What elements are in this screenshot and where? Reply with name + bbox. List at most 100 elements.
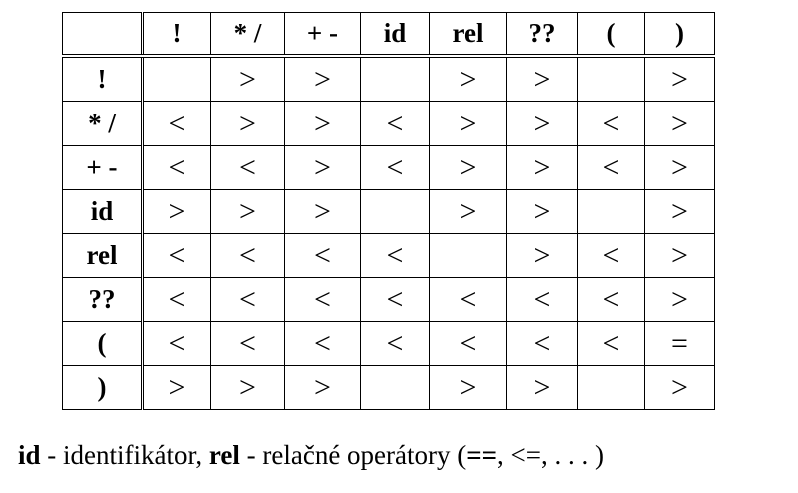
column-header: ! [142,12,211,58]
precedence-cell: < [284,233,361,278]
precedence-cell: > [210,189,285,234]
table-row: ?? < < < < < < < > [62,277,715,322]
table-row: rel < < < < > < > [62,233,715,278]
precedence-cell: < [360,145,430,190]
row-header: rel [62,233,144,278]
precedence-cell [142,55,211,102]
precedence-cell: < [577,277,645,322]
precedence-cell: > [284,189,361,234]
precedence-cell [360,55,430,102]
precedence-cell: < [210,145,285,190]
table-row: ! > > > > > [62,55,715,102]
precedence-cell: < [210,233,285,278]
row-header: * / [62,101,144,146]
precedence-cell: < [360,233,430,278]
precedence-cell: < [284,321,361,366]
row-header: ) [62,365,144,410]
table-row: (< < < < < < < = [62,321,715,366]
precedence-cell [577,55,645,102]
table-body: ! > > > > > * / < > > < > > < > + - < < > < > > < > id > > > > > > rel <… [62,55,715,410]
precedence-cell: > [506,55,578,102]
precedence-cell: > [644,277,715,322]
precedence-cell: < [506,277,578,322]
precedence-cell: > [142,365,211,410]
precedence-table-container: ! * / + - id rel ?? ( ) ! > > > > > * / < > > < > > <… [62,12,715,410]
caption-term-rel: rel [208,440,240,470]
precedence-cell: > [210,365,285,410]
caption-operator-less-equal: <= [510,440,542,470]
precedence-cell: < [142,145,211,190]
precedence-cell: < [577,101,645,146]
precedence-cell: < [506,321,578,366]
precedence-cell: < [142,321,211,366]
column-header: ) [644,12,715,58]
caption-term-id: id [18,440,41,470]
precedence-cell: > [210,55,285,102]
table-row: * / < > > < > > < > [62,101,715,146]
precedence-cell: < [210,321,285,366]
precedence-cell: > [644,365,715,410]
caption-operator-equal: == [466,440,498,470]
precedence-cell: > [506,189,578,234]
precedence-cell: > [429,145,507,190]
precedence-cell: > [284,365,361,410]
precedence-cell: > [429,189,507,234]
precedence-cell: > [644,145,715,190]
column-header: + - [284,12,361,58]
column-header: ( [577,12,645,58]
column-header: ?? [506,12,578,58]
precedence-cell: > [644,233,715,278]
precedence-cell: > [644,101,715,146]
column-header: rel [429,12,507,58]
precedence-cell: < [429,277,507,322]
precedence-cell: < [577,145,645,190]
precedence-cell: > [644,55,715,102]
precedence-cell: = [644,321,715,366]
precedence-cell: > [284,145,361,190]
precedence-cell: > [644,189,715,234]
precedence-cell: > [429,101,507,146]
precedence-cell: < [360,101,430,146]
table-row: ) > > > > > > [62,365,715,410]
row-header: ( [62,321,144,366]
precedence-cell: < [284,277,361,322]
table-caption: id - identifikátor, rel - relačné operát… [18,440,788,471]
precedence-cell: > [506,233,578,278]
precedence-cell [429,233,507,278]
precedence-cell: < [360,277,430,322]
precedence-cell: > [142,189,211,234]
precedence-cell: > [506,101,578,146]
precedence-cell: > [429,365,507,410]
precedence-cell [360,365,430,410]
row-header: id [62,189,144,234]
precedence-cell: > [506,365,578,410]
precedence-table: ! * / + - id rel ?? ( ) ! > > > > > * / < > > < > > <… [62,12,715,410]
row-header: ! [62,55,144,102]
caption-desc-rel: - relačné operátory ( [239,440,467,470]
table-row: + - < < > < > > < > [62,145,715,190]
precedence-cell: < [429,321,507,366]
precedence-cell [577,365,645,410]
precedence-cell: > [210,101,285,146]
precedence-cell: < [360,321,430,366]
table-row: id > > > > > > [62,189,715,234]
column-header: * / [210,12,285,58]
precedence-cell: > [284,55,361,102]
precedence-cell: < [142,101,211,146]
precedence-cell: < [210,277,285,322]
precedence-cell: < [577,233,645,278]
precedence-cell: < [577,321,645,366]
row-header: ?? [62,277,144,322]
column-header: id [360,12,430,58]
precedence-cell: < [142,277,211,322]
precedence-cell: > [429,55,507,102]
caption-separator: , [497,440,511,470]
precedence-cell: > [284,101,361,146]
precedence-cell [360,189,430,234]
precedence-cell: < [142,233,211,278]
table-corner-cell [62,12,144,58]
row-header: + - [62,145,144,190]
precedence-cell [577,189,645,234]
caption-desc-id: - identifikátor, [40,440,209,470]
table-header-row: ! * / + - id rel ?? ( ) [62,12,715,58]
